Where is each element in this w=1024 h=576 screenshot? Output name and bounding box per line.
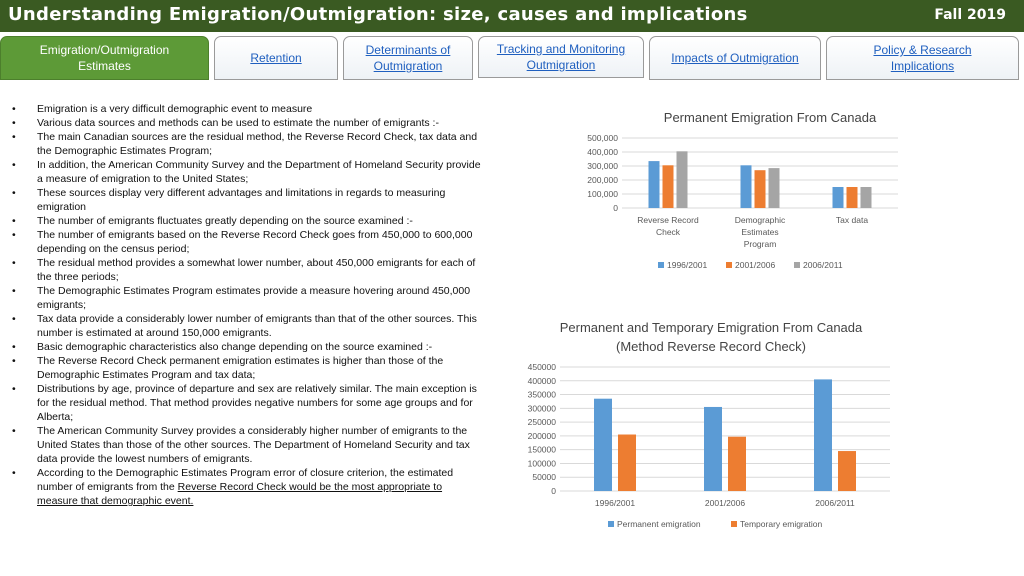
bullet-item: The number of emigrants based on the Rev… <box>12 228 484 256</box>
bullet-list: Emigration is a very difficult demograph… <box>12 102 484 508</box>
chart1-x-category-label: Tax data <box>836 215 868 225</box>
tab-label-line2: Implications <box>890 59 955 73</box>
chart1-bar <box>860 187 872 208</box>
tab-label-line2: Estimates <box>78 59 131 73</box>
chart2-x-category-label: 2006/2011 <box>815 498 855 508</box>
chart1-x-category-label: Demographic <box>735 215 786 225</box>
bullet-item: The Demographic Estimates Program estima… <box>12 284 484 312</box>
bullet-item: The number of emigrants fluctuates great… <box>12 214 484 228</box>
bullet-item: According to the Demographic Estimates P… <box>12 466 484 508</box>
chart1-legend-swatch <box>794 262 800 268</box>
bullet-item: The American Community Survey provides a… <box>12 424 484 466</box>
bullet-text-underlined: Reverse Record Check would be the most a… <box>37 481 443 507</box>
bullet-item: Tax data provide a considerably lower nu… <box>12 312 484 340</box>
tab-label-line1: Retention <box>250 51 302 65</box>
bullet-item: Emigration is a very difficult demograph… <box>12 102 484 116</box>
chart1-bar <box>846 187 858 208</box>
chart1-x-category-label: Program <box>744 239 777 249</box>
chart1-legend-swatch <box>726 262 732 268</box>
tab-policy-and-research[interactable]: Policy & Research Implications <box>826 36 1019 80</box>
page-title: Understanding Emigration/Outmigration: s… <box>8 4 748 25</box>
chart1-legend-label: 2001/2006 <box>735 260 775 270</box>
chart1-x-category-label: Reverse Record <box>637 215 699 225</box>
chart2-legend-label: Permanent emigration <box>617 519 701 529</box>
tab-label-line1: Policy & Research <box>873 43 972 57</box>
tab-retention[interactable]: Retention <box>214 36 338 80</box>
tab-tracking-and-monitoring[interactable]: Tracking and Monitoring Outmigration <box>478 36 644 78</box>
tab-determinants-of-outmigration[interactable]: Determinants of Outmigration <box>343 36 473 80</box>
chart2-y-tick-label: 400000 <box>528 376 557 386</box>
chart1-y-tick-label: 100,000 <box>587 189 618 199</box>
tab-bar: Emigration/Outmigration Estimates Retenti… <box>0 36 1024 82</box>
chart2-bar <box>814 379 832 491</box>
chart2-x-category-label: 2001/2006 <box>705 498 745 508</box>
chart2-y-tick-label: 450000 <box>528 362 557 372</box>
chart2-y-tick-label: 200000 <box>528 431 557 441</box>
bullet-item: Distributions by age, province of depart… <box>12 382 484 424</box>
chart2-y-tick-label: 100000 <box>528 458 557 468</box>
chart2-y-tick-label: 300000 <box>528 403 557 413</box>
tab-label-line2: Outmigration <box>373 59 443 73</box>
tab-label-line1: Tracking and Monitoring <box>496 42 626 56</box>
chart2-svg: 0 50000 100000 150000 200000 250000 300000 3500… <box>528 362 890 529</box>
chart1-bar <box>832 187 844 208</box>
tab-label-line1: Emigration/Outmigration <box>39 43 170 57</box>
chart2-legend-swatch <box>731 521 737 527</box>
chart1-title: Permanent Emigration From Canada <box>663 110 877 125</box>
chart1-x-category-label: Check <box>656 227 681 237</box>
tab-impacts-of-outmigration[interactable]: Impacts of Outmigration <box>649 36 821 80</box>
chart1-bar <box>676 151 688 208</box>
chart2-legend-label: Temporary emigration <box>740 519 822 529</box>
chart2-title: Permanent and Temporary Emigration From … <box>559 320 863 354</box>
chart2-y-tick-label: 0 <box>551 486 556 496</box>
chart2-y-tick-label: 50000 <box>532 472 556 482</box>
chart2-bar <box>838 451 856 491</box>
chart1-svg: 0 100,000 200,000 300,000 400,000 500,000 Reve… <box>587 133 898 270</box>
chart1-y-tick-label: 400,000 <box>587 147 618 157</box>
bullet-item: The residual method provides a somewhat … <box>12 256 484 284</box>
bullet-item: These sources display very different adv… <box>12 186 484 214</box>
bullet-item: Various data sources and methods can be … <box>12 116 484 130</box>
chart1-bar <box>662 165 674 208</box>
bullet-item: Basic demographic characteristics also c… <box>12 340 484 354</box>
chart1-legend-swatch <box>658 262 664 268</box>
chart1-legend-label: 1996/2001 <box>667 260 707 270</box>
chart1-y-tick-label: 300,000 <box>587 161 618 171</box>
chart2-x-category-label: 1996/2001 <box>595 498 635 508</box>
header-bar: Understanding Emigration/Outmigration: s… <box>0 0 1024 32</box>
chart2-legend-swatch <box>608 521 614 527</box>
bullet-text: According to the Demographic Estimates P… <box>37 467 454 493</box>
bullet-item: In addition, the American Community Surv… <box>12 158 484 186</box>
chart2-y-tick-label: 150000 <box>528 445 557 455</box>
chart2-bar <box>704 406 722 491</box>
chart1-x-category-label: Estimates <box>741 227 778 237</box>
term-label: Fall 2019 <box>934 7 1006 23</box>
chart1-y-tick-label: 200,000 <box>587 175 618 185</box>
tab-label-line1: Determinants of <box>365 43 451 57</box>
chart1-legend-label: 2006/2011 <box>803 260 843 270</box>
chart2-y-tick-label: 250000 <box>528 417 557 427</box>
chart1-bar <box>648 161 660 208</box>
chart2-y-tick-label: 350000 <box>528 390 557 400</box>
tab-label-line1: Impacts of Outmigration <box>671 51 799 65</box>
bullet-item: The Reverse Record Check permanent emigr… <box>12 354 484 382</box>
chart1-bar <box>768 168 780 208</box>
chart1-y-tick-label: 0 <box>613 203 618 213</box>
chart2-bar <box>618 434 636 491</box>
tab-label-line2: Outmigration <box>526 58 596 72</box>
chart1-y-tick-label: 500,000 <box>587 133 618 143</box>
chart2-bar <box>728 436 746 491</box>
chart1-bar <box>740 165 752 208</box>
bullet-item: The main Canadian sources are the residu… <box>12 130 484 158</box>
tab-emigration-estimates[interactable]: Emigration/Outmigration Estimates <box>0 36 209 80</box>
chart2-bar <box>594 398 612 491</box>
chart1-bar <box>754 170 766 208</box>
